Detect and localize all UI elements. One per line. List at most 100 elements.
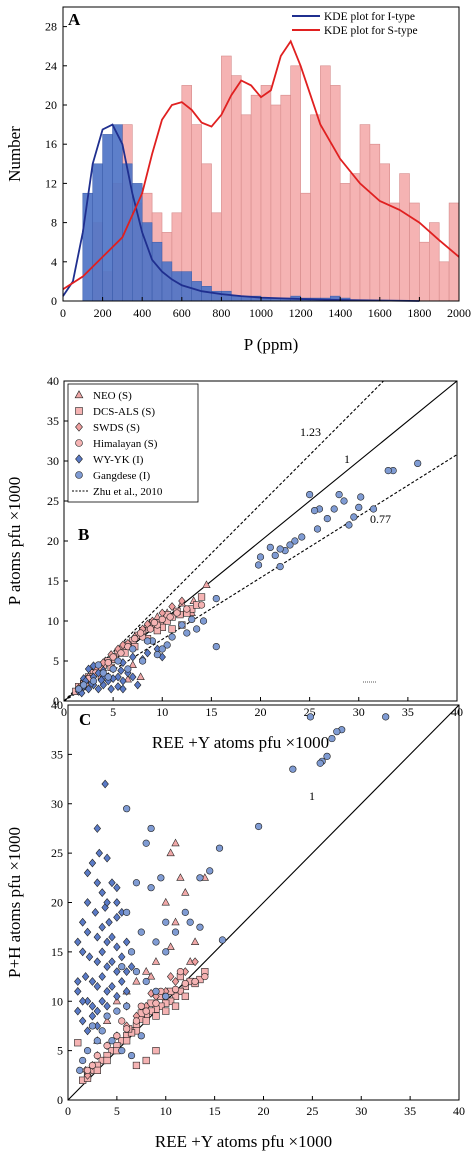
data-point [286,541,294,549]
data-point [173,609,181,617]
data-point [103,1012,111,1020]
data-point [291,537,299,545]
x-tick-label: 35 [402,705,414,719]
data-point [188,615,196,624]
data-point [131,634,139,643]
y-tick-label: 40 [51,698,63,712]
x-tick-label: 1400 [328,306,352,320]
data-point [152,987,160,995]
data-point [357,493,365,501]
bar-s-type [290,65,301,302]
data-point [414,459,422,468]
data-point [161,897,170,906]
bar-s-type [201,163,212,302]
data-point [306,713,315,721]
panel-a-chart: 0 200 400 600 800 1000 1200 1400 1600 1800 2000 0 4 8… [5,6,471,354]
data-point [289,765,297,773]
x-tick-label: 5 [114,1104,120,1118]
data-point [186,918,194,926]
legend-marker [75,471,83,479]
y-tick-label: 16 [45,137,57,151]
y-tick-label: 20 [51,896,63,910]
data-point [83,1047,92,1055]
data-point [93,982,102,991]
data-point [202,580,211,588]
data-point [88,858,97,868]
data-point [122,967,131,977]
bar-s-type [191,124,202,302]
x-tick-label: 40 [453,1104,465,1118]
bar-s-type [359,124,371,302]
data-point [158,645,166,653]
bar-i-type [171,271,183,302]
data-point [78,947,87,957]
data-point [355,503,363,512]
data-point [132,968,141,976]
data-point [74,986,82,996]
data-point [123,1002,131,1010]
data-point [152,938,160,946]
data-point [103,1056,111,1065]
data-point [108,982,116,991]
data-point [103,1042,111,1050]
x-tick-label: 15 [209,1104,221,1118]
data-point [97,675,106,685]
y-tick-label: 10 [47,614,59,628]
data-point [201,972,209,981]
data-point [88,977,97,986]
y-tick-label: 15 [51,945,63,959]
legend-box [67,383,199,503]
data-point [84,664,93,674]
data-point [127,1051,136,1060]
data-point [199,617,208,625]
data-point [176,968,185,976]
bar-s-type [181,85,193,302]
y-tick-label: 5 [53,654,59,668]
data-point [183,605,191,613]
data-point [98,996,106,1006]
data-point [88,1001,97,1011]
y-tick-label: 24 [45,59,57,73]
data-point [316,759,324,767]
data-point [113,883,121,893]
data-point [152,1012,160,1020]
data-point [75,685,83,693]
x-tick-label: 10 [156,705,168,719]
bar-s-type [428,222,440,302]
data-point [101,779,109,789]
data-point [119,684,127,694]
reference-line-label: 1 [344,452,350,466]
data-point [80,681,88,689]
data-point [323,752,331,760]
data-point [335,491,343,499]
y-tick-label: 0 [57,1093,63,1107]
data-point [306,491,314,499]
data-point [147,884,155,892]
x-tick-label: 15 [205,705,217,719]
data-point [139,657,147,665]
y-tick-label: 5 [57,1044,63,1058]
legend-label: KDE plot for S-type [324,25,418,37]
y-tick-label: 8 [51,216,57,230]
x-tick-label: 35 [404,1104,416,1118]
x-tick-label: 1000 [249,306,273,320]
data-point [94,661,102,669]
data-point [143,637,152,645]
bar-s-type [280,94,291,302]
data-point [74,1039,82,1047]
data-point [152,1047,160,1055]
data-point [254,561,263,569]
data-point [103,937,111,947]
data-point [114,657,122,665]
data-point [256,553,265,561]
data-point [94,684,103,694]
bar-i-type [82,192,93,302]
data-point [78,917,87,927]
data-point [191,977,199,986]
y-tick-label: 40 [47,374,59,388]
y-tick-label: 25 [47,494,59,508]
data-point [78,996,87,1006]
bar-i-type [112,124,123,302]
data-point [98,922,106,932]
data-point [137,1002,145,1010]
